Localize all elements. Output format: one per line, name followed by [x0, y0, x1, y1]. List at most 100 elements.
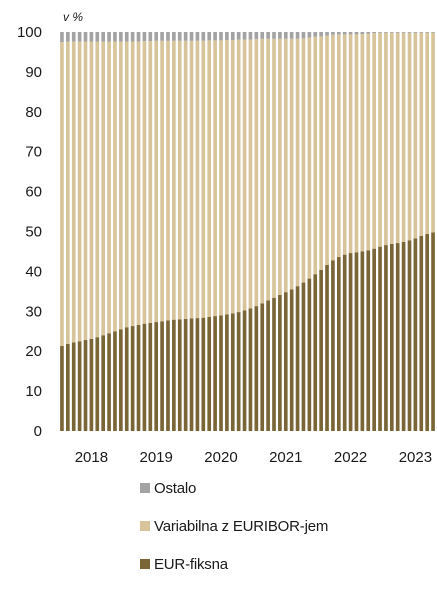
bar-segment-variabilna: [301, 38, 306, 283]
bar-segment-variabilna: [172, 40, 176, 320]
legend-label-variabilna: Variabilna z EURIBOR-jem: [154, 517, 329, 535]
x-tick-label: 2022: [334, 449, 367, 466]
bar-segment-ostalo: [83, 32, 88, 42]
bar-segment-ostalo: [372, 32, 376, 34]
legend-label-eur-fiksna: EUR-fiksna: [154, 555, 228, 573]
x-tick-label: 2021: [269, 449, 302, 466]
legend: Ostalo Variabilna z EURIBOR-jem EUR-fiks…: [140, 478, 430, 592]
bar-segment-variabilna: [195, 40, 200, 319]
bar-segment-eur-fiksna: [401, 241, 406, 431]
bar-segment-variabilna: [124, 41, 129, 328]
bar-segment-eur-fiksna: [331, 260, 335, 431]
bar-segment-ostalo: [154, 32, 159, 41]
bar-segment-eur-fiksna: [107, 333, 111, 431]
bar-segment-variabilna: [166, 40, 170, 321]
bar-segment-ostalo: [319, 32, 323, 37]
bar-segment-variabilna: [219, 40, 223, 316]
bar-segment-variabilna: [319, 36, 323, 270]
bar-segment-ostalo: [348, 32, 353, 35]
bar-segment-eur-fiksna: [177, 319, 182, 431]
bar-segment-variabilna: [389, 32, 394, 244]
bar-segment-eur-fiksna: [166, 320, 170, 431]
bar-segment-eur-fiksna: [77, 341, 82, 431]
bar-segment-ostalo: [101, 32, 105, 42]
bar-segment-ostalo: [71, 32, 76, 42]
bar-segment-eur-fiksna: [384, 245, 388, 431]
bar-segment-ostalo: [354, 32, 359, 35]
bar-segment-ostalo: [219, 32, 223, 41]
bar-segment-variabilna: [342, 34, 347, 255]
bar-segment-variabilna: [366, 33, 371, 251]
bar-segment-variabilna: [348, 34, 353, 254]
bar-segment-ostalo: [313, 32, 318, 37]
bar-segment-variabilna: [384, 32, 388, 246]
bar-segment-eur-fiksna: [295, 286, 300, 431]
bar-segment-ostalo: [260, 32, 265, 39]
bar-segment-ostalo: [278, 32, 282, 39]
bar-segment-variabilna: [77, 41, 82, 342]
bar-segment-variabilna: [283, 38, 288, 293]
y-tick-label: 0: [34, 423, 42, 440]
bar-segment-ostalo: [172, 32, 176, 41]
bar-segment-variabilna: [401, 32, 406, 242]
bar-segment-eur-fiksna: [254, 306, 259, 431]
bar-segment-variabilna: [89, 41, 94, 339]
bar-segment-variabilna: [83, 41, 88, 341]
bar-segment-ostalo: [301, 32, 306, 39]
bar-segment-ostalo: [413, 32, 418, 33]
bar-segment-eur-fiksna: [336, 257, 341, 431]
bar-segment-eur-fiksna: [278, 294, 282, 431]
bar-segment-eur-fiksna: [319, 269, 323, 431]
bar-segment-variabilna: [289, 38, 294, 290]
bar-segment-variabilna: [177, 40, 182, 320]
bar-segment-eur-fiksna: [389, 243, 394, 431]
bar-segment-eur-fiksna: [201, 317, 206, 431]
bar-segment-eur-fiksna: [225, 314, 229, 431]
legend-swatch-ostalo: [140, 483, 150, 493]
bar-segment-variabilna: [272, 38, 276, 298]
bar-segment-variabilna: [378, 32, 382, 247]
y-tick-label: 90: [25, 64, 42, 81]
bar-segment-variabilna: [71, 41, 76, 343]
bar-segment-ostalo: [130, 32, 135, 42]
bar-segment-variabilna: [160, 40, 164, 322]
bar-segment-ostalo: [195, 32, 200, 41]
y-tick-label: 100: [17, 24, 42, 41]
bar-segment-eur-fiksna: [313, 274, 318, 431]
bar-segment-ostalo: [289, 32, 294, 39]
bar-segment-eur-fiksna: [354, 252, 359, 431]
bar-segment-variabilna: [431, 32, 435, 233]
bar-segment-ostalo: [113, 32, 117, 42]
bar-segment-eur-fiksna: [413, 238, 418, 431]
bar-segment-variabilna: [354, 34, 359, 253]
bar-segment-ostalo: [77, 32, 82, 42]
bar-segment-eur-fiksna: [272, 297, 276, 431]
bar-segment-ostalo: [60, 32, 64, 42]
bar-segment-ostalo: [177, 32, 182, 41]
bar-segment-eur-fiksna: [189, 318, 194, 431]
bar-segment-ostalo: [119, 32, 123, 42]
bar-segment-variabilna: [325, 35, 329, 266]
bar-segment-eur-fiksna: [119, 329, 123, 431]
bar-segment-ostalo: [142, 32, 147, 42]
bar-segment-variabilna: [313, 36, 318, 275]
bar-segment-eur-fiksna: [283, 292, 288, 431]
bar-segment-eur-fiksna: [136, 324, 141, 431]
bar-segment-eur-fiksna: [130, 326, 135, 431]
bar-segment-eur-fiksna: [348, 253, 353, 431]
bar-segment-ostalo: [213, 32, 217, 41]
y-tick-label: 20: [25, 343, 42, 360]
bar-segment-eur-fiksna: [342, 254, 347, 431]
bar-segment-eur-fiksna: [260, 303, 265, 431]
bar-segment-ostalo: [266, 32, 270, 39]
bar-segment-ostalo: [272, 32, 276, 39]
unit-label: v %: [63, 10, 83, 24]
bar-segment-eur-fiksna: [183, 318, 188, 431]
bar-segment-ostalo: [378, 32, 382, 33]
bar-segment-ostalo: [431, 32, 435, 33]
legend-swatch-variabilna: [140, 521, 150, 531]
y-axis-ticks: 0 10 20 30 40 50 60 70 80 90 100: [17, 24, 42, 440]
bar-segment-eur-fiksna: [325, 265, 329, 431]
bar-segment-ostalo: [283, 32, 288, 39]
